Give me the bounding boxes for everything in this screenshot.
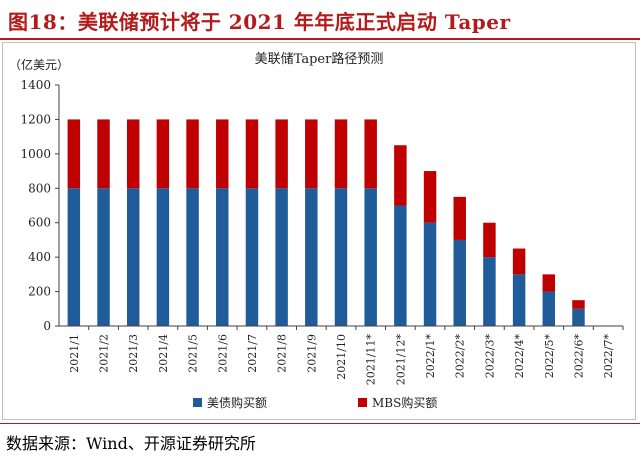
- legend-label-mbs: MBS购买额: [372, 395, 437, 410]
- treasury-bar: [512, 274, 526, 326]
- bars: [67, 119, 585, 326]
- mbs-bar: [245, 119, 259, 189]
- mbs-bar: [305, 119, 318, 189]
- y-tick-label: 1000: [20, 147, 51, 161]
- mbs-bar: [275, 119, 288, 189]
- mbs-bar: [334, 119, 348, 189]
- mbs-bar: [542, 274, 556, 292]
- x-tick-label: 2021/5: [187, 334, 200, 373]
- x-tick-label: 2021/11*: [365, 334, 378, 386]
- x-tick-label: 2022/3*: [483, 334, 496, 379]
- x-tick-label: 2022/6*: [572, 334, 585, 379]
- x-tick-label: 2022/7*: [602, 334, 615, 379]
- mbs-bar: [126, 119, 140, 189]
- y-axis-ticks: 0 200 400 600 800 1000 1200 1400: [20, 78, 59, 333]
- chart-frame: 美联储Taper路径预测 （亿美元） 0 200 400 600 800 1000 1200…: [2, 42, 636, 420]
- legend: 美债购买额 MBS购买额: [193, 395, 437, 410]
- mbs-bar: [572, 300, 585, 309]
- treasury-bar: [186, 188, 199, 326]
- x-tick-label: 2022/1*: [424, 334, 437, 379]
- treasury-bar: [483, 257, 496, 326]
- mbs-bar: [364, 119, 377, 189]
- treasury-bar: [453, 239, 466, 326]
- treasury-bar: [305, 188, 318, 326]
- y-axis-label: （亿美元）: [9, 57, 69, 72]
- x-tick-label: 2021/6: [216, 334, 229, 373]
- x-tick-label: 2021/8: [276, 334, 289, 373]
- x-tick-label: 2021/10: [335, 334, 348, 380]
- treasury-bar: [67, 188, 81, 326]
- y-tick-label: 800: [28, 181, 51, 195]
- mbs-bar: [453, 196, 466, 240]
- x-tick-label: 2021/1: [68, 334, 81, 373]
- y-tick-label: 200: [28, 285, 51, 299]
- title-rule: [0, 38, 640, 40]
- chart-title: 美联储Taper路径预测: [255, 51, 384, 67]
- treasury-bar: [216, 188, 229, 326]
- mbs-bar: [186, 119, 199, 189]
- treasury-bar: [423, 222, 437, 326]
- treasury-bar: [394, 205, 407, 326]
- x-axis-ticks: 2021/1 2021/2 2021/3 2021/4 2021/5 2021/6 2021…: [68, 326, 624, 386]
- mbs-bar: [512, 248, 526, 275]
- y-tick-label: 0: [43, 319, 51, 333]
- x-tick-label: 2021/7: [246, 334, 259, 373]
- y-tick-label: 600: [28, 216, 51, 230]
- x-tick-label: 2021/2: [98, 334, 111, 373]
- legend-label-treasury: 美债购买额: [207, 395, 267, 410]
- treasury-bar: [334, 188, 348, 326]
- treasury-bar: [364, 188, 377, 326]
- treasury-bar: [275, 188, 288, 326]
- mbs-bar: [216, 119, 229, 189]
- x-tick-label: 2022/4*: [513, 334, 526, 379]
- mbs-bar: [483, 222, 496, 258]
- legend-swatch-mbs: [358, 398, 367, 407]
- mbs-bar: [156, 119, 170, 189]
- mbs-bar: [394, 145, 407, 206]
- mbs-bar: [67, 119, 81, 189]
- source-note: 数据来源：Wind、开源证券研究所: [6, 434, 256, 453]
- y-tick-label: 1400: [20, 78, 51, 92]
- legend-swatch-treasury: [193, 398, 202, 407]
- y-tick-label: 1200: [20, 112, 51, 126]
- x-tick-label: 2022/5*: [543, 334, 556, 379]
- treasury-bar: [542, 291, 556, 326]
- x-tick-label: 2021/12*: [394, 334, 407, 386]
- x-tick-label: 2021/4: [157, 334, 170, 373]
- treasury-bar: [572, 308, 585, 326]
- treasury-bar: [126, 188, 140, 326]
- mbs-bar: [423, 171, 437, 223]
- mbs-bar: [97, 119, 110, 189]
- treasury-bar: [97, 188, 110, 326]
- treasury-bar: [245, 188, 259, 326]
- x-tick-label: 2021/9: [305, 334, 318, 373]
- stacked-bar-chart: 美联储Taper路径预测 （亿美元） 0 200 400 600 800 1000 1200…: [9, 51, 624, 410]
- source-rule: [0, 423, 640, 424]
- x-tick-label: 2022/2*: [454, 334, 467, 379]
- x-tick-label: 2021/3: [127, 334, 140, 373]
- treasury-bar: [156, 188, 170, 326]
- y-tick-label: 400: [28, 250, 51, 264]
- figure-title: 图18：美联储预计将于 2021 年年底正式启动 Taper: [8, 10, 511, 34]
